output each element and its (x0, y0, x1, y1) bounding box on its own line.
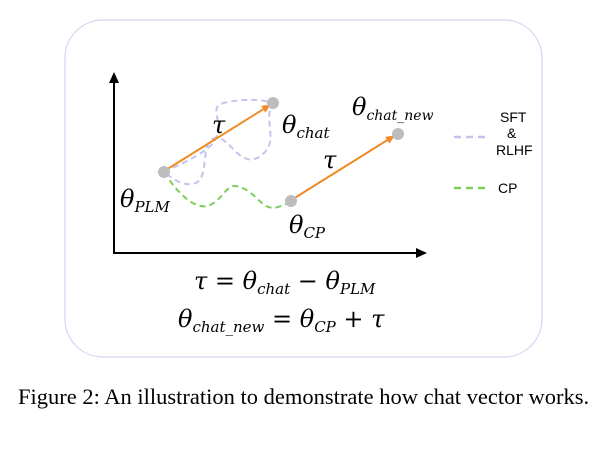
chat-vector-diagram: θchat_new θchat θPLM θCP τ τ SFT & RLHF … (64, 19, 543, 358)
label-tau-upper: τ (212, 111, 226, 139)
legend-rlhf-label: RLHF (496, 142, 533, 158)
equation-theta-chat-new: θchat_new = θCP + τ (178, 305, 385, 336)
legend: SFT & RLHF CP (454, 109, 533, 196)
label-theta-chat: θchat (282, 111, 330, 142)
tau-arrow-upper (165, 104, 271, 171)
point-theta-plm (158, 166, 170, 178)
legend-amp-label: & (507, 125, 517, 141)
cp-path (163, 171, 292, 209)
point-theta-cp (285, 195, 297, 207)
diagram-frame (64, 19, 543, 358)
label-theta-chat-new: θchat_new (352, 93, 434, 124)
label-theta-cp: θCP (289, 211, 326, 242)
point-theta-chat (267, 97, 279, 109)
label-theta-plm: θPLM (120, 185, 171, 216)
tau-arrow-lower (292, 135, 395, 200)
equation-tau: τ = θchat − θPLM (194, 267, 376, 298)
legend-sft-label: SFT (500, 109, 527, 125)
figure-caption: Figure 2: An illustration to demonstrate… (18, 384, 590, 409)
label-tau-lower: τ (323, 146, 337, 174)
legend-cp-label: CP (498, 180, 517, 196)
point-theta-chat-new (392, 128, 404, 140)
sft-rlhf-path (163, 98, 275, 186)
